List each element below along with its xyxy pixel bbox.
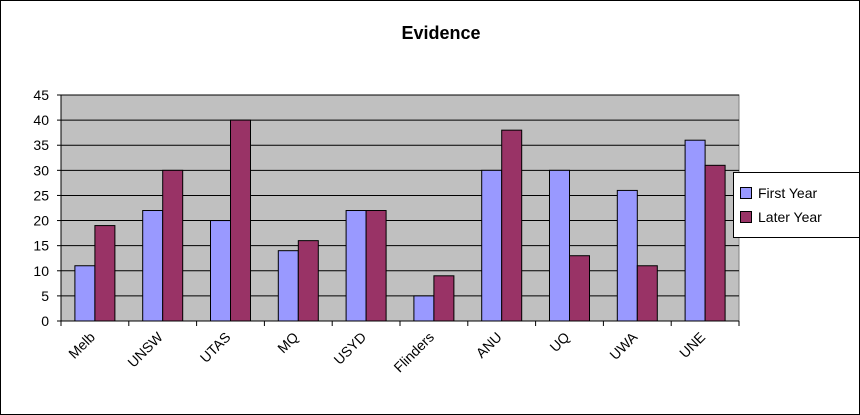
bar-first-year	[684, 139, 706, 322]
bar-later-year	[297, 240, 319, 322]
bar-first-year	[481, 169, 503, 322]
legend-swatch	[740, 187, 752, 199]
bar-later-year	[94, 225, 116, 322]
bar-first-year	[277, 250, 299, 322]
y-tick-label: 45	[33, 87, 49, 103]
chart-title: Evidence	[401, 23, 481, 43]
bar-first-year	[549, 169, 570, 322]
y-tick-label: 40	[33, 112, 49, 128]
bar-first-year	[345, 210, 367, 322]
y-tick-label: 0	[41, 313, 49, 329]
y-tick-label: 10	[33, 263, 49, 279]
x-tick-label: MQ	[274, 329, 301, 356]
legend-swatch	[740, 211, 752, 223]
y-tick-label: 15	[33, 238, 49, 254]
legend: First Year Later Year	[733, 172, 859, 238]
y-tick-label: 20	[33, 213, 49, 229]
y-tick-label: 30	[33, 162, 49, 178]
y-tick-label: 25	[33, 187, 49, 203]
bar-first-year	[616, 189, 638, 322]
bar-later-year	[162, 169, 184, 322]
bar-first-year	[413, 295, 435, 322]
bar-first-year	[74, 265, 96, 322]
y-tick-label: 5	[41, 288, 49, 304]
bar-later-year	[365, 210, 387, 322]
y-tick-label: 35	[33, 137, 49, 153]
x-tick-label: USYD	[330, 329, 369, 368]
x-tick-label: UTAS	[197, 329, 234, 366]
bar-later-year	[433, 275, 455, 322]
bar-later-year	[501, 129, 523, 322]
bar-first-year	[210, 220, 231, 322]
bar-later-year	[704, 164, 726, 322]
bar-later-year	[569, 255, 590, 322]
x-tick-label: UQ	[546, 329, 572, 355]
x-tick-label: UWA	[606, 328, 641, 363]
x-tick-label: UNSW	[124, 328, 166, 370]
x-tick-label: Melb	[65, 329, 98, 362]
x-tick-label: Flinders	[390, 329, 437, 376]
legend-label: First Year	[758, 185, 818, 201]
bar-later-year	[230, 119, 251, 322]
legend-label: Later Year	[758, 209, 822, 225]
x-tick-label: UNE	[676, 329, 708, 361]
bar-first-year	[142, 210, 164, 322]
x-tick-label: ANU	[473, 329, 505, 361]
bar-later-year	[636, 265, 658, 322]
